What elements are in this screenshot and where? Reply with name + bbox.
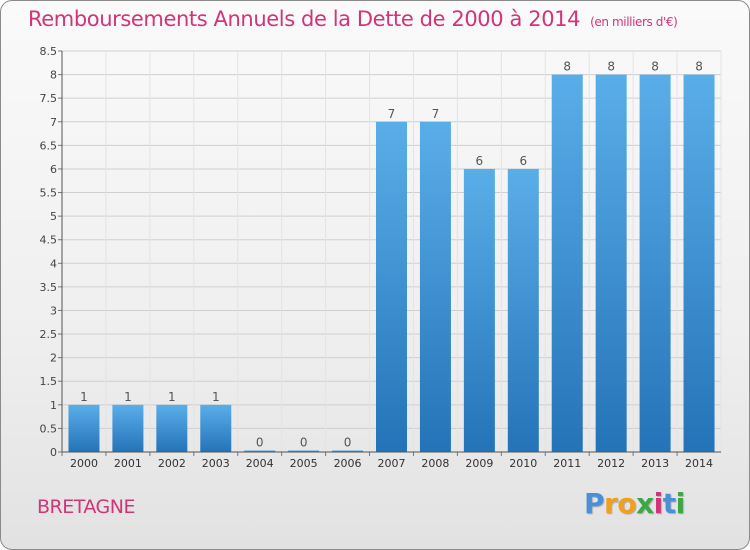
bar: [200, 404, 232, 452]
logo-letter: o: [617, 487, 637, 520]
y-tick-label: 8.5: [40, 45, 58, 58]
data-label: 8: [651, 60, 659, 74]
logo-letter: r: [604, 487, 618, 520]
y-tick-label: 5: [50, 210, 57, 223]
logo-letter: t: [662, 487, 676, 520]
y-tick-label: 8: [50, 69, 57, 82]
x-tick-label: 2013: [641, 457, 669, 470]
bar: [244, 450, 276, 452]
y-tick-label: 2.5: [40, 328, 58, 341]
bar: [288, 450, 320, 452]
y-tick-label: 6: [50, 163, 57, 176]
x-tick-label: 2003: [202, 457, 230, 470]
x-tick-label: 2009: [465, 457, 493, 470]
y-tick-label: 4.5: [40, 234, 58, 247]
x-tick-label: 2008: [421, 457, 449, 470]
x-tick-label: 2002: [158, 457, 186, 470]
bar: [683, 74, 715, 453]
y-tick-label: 1: [50, 399, 57, 412]
x-tick-label: 2000: [70, 457, 98, 470]
data-label: 1: [212, 390, 220, 404]
y-tick-label: 0.5: [40, 422, 58, 435]
bar: [507, 168, 539, 453]
y-tick-label: 7: [50, 116, 57, 129]
region-label: BRETAGNE: [37, 496, 135, 518]
chart-title: Remboursements Annuels de la Dette de 20…: [28, 7, 678, 31]
data-label: 0: [256, 436, 264, 450]
y-tick-label: 1.5: [40, 375, 58, 388]
logo-letter: i: [653, 487, 664, 520]
data-label: 1: [124, 390, 132, 404]
chart-subtitle: (en milliers d'€): [590, 15, 678, 29]
bar: [332, 450, 364, 452]
y-tick-label: 6.5: [40, 139, 58, 152]
bar: [112, 404, 144, 452]
data-label: 7: [432, 107, 440, 121]
data-label: 1: [80, 390, 88, 404]
x-tick-label: 2007: [378, 457, 406, 470]
y-tick-label: 2: [50, 352, 57, 365]
data-label: 7: [388, 107, 396, 121]
data-label: 6: [476, 154, 484, 168]
x-tick-label: 2006: [334, 457, 362, 470]
x-tick-label: 2001: [114, 457, 142, 470]
y-tick-label: 3.5: [40, 281, 58, 294]
y-tick-label: 3: [50, 304, 57, 317]
bar: [68, 404, 100, 452]
x-tick-label: 2014: [685, 457, 713, 470]
bar: [595, 74, 627, 453]
data-label: 6: [519, 154, 527, 168]
x-tick-label: 2010: [509, 457, 537, 470]
data-label: 0: [300, 436, 308, 450]
bar: [463, 168, 495, 453]
y-tick-label: 4: [50, 257, 57, 270]
x-tick-label: 2005: [290, 457, 318, 470]
x-tick-label: 2004: [246, 457, 274, 470]
proxiti-logo: Proxiti: [584, 487, 685, 520]
bar: [376, 121, 407, 452]
x-tick-label: 2012: [597, 457, 625, 470]
bar: [551, 74, 583, 453]
x-tick-label: 2011: [553, 457, 581, 470]
y-tick-label: 5.5: [40, 187, 58, 200]
logo-letter: x: [636, 487, 654, 520]
bar: [419, 121, 451, 452]
logo-letter: P: [584, 487, 605, 520]
bar: [156, 404, 188, 452]
y-tick-label: 0: [50, 446, 57, 459]
data-label: 1: [168, 390, 176, 404]
data-label: 8: [607, 60, 615, 74]
data-label: 0: [344, 436, 352, 450]
data-label: 8: [695, 60, 703, 74]
y-tick-label: 7.5: [40, 92, 58, 105]
data-label: 8: [563, 60, 571, 74]
logo-letter: i: [675, 487, 686, 520]
bar: [639, 74, 671, 453]
